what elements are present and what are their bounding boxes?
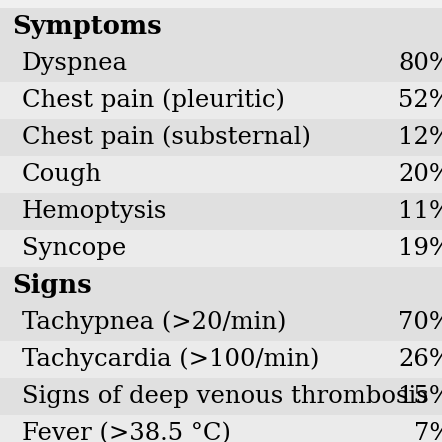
Text: 20%: 20%: [398, 163, 442, 186]
Text: 26%: 26%: [398, 348, 442, 371]
Text: 12%: 12%: [398, 126, 442, 149]
Bar: [0, 378, 442, 415]
Text: Tachycardia (>100/min): Tachycardia (>100/min): [22, 348, 320, 371]
Text: 52%: 52%: [398, 89, 442, 112]
Text: Tachypnea (>20/min): Tachypnea (>20/min): [22, 311, 286, 334]
Text: Symptoms: Symptoms: [12, 14, 162, 39]
Text: Signs of deep venous thrombosis: Signs of deep venous thrombosis: [22, 385, 429, 408]
Text: 80%: 80%: [398, 52, 442, 75]
Text: 11%: 11%: [398, 200, 442, 223]
Text: 15%: 15%: [398, 385, 442, 408]
Bar: [0, 8, 442, 45]
Bar: [0, 230, 442, 267]
Bar: [0, 267, 442, 304]
Bar: [0, 304, 442, 341]
Bar: [0, 119, 442, 156]
Text: Fever (>38.5 °C): Fever (>38.5 °C): [22, 422, 231, 442]
Bar: [0, 341, 442, 378]
Bar: [0, 156, 442, 193]
Text: Chest pain (substernal): Chest pain (substernal): [22, 126, 311, 149]
Bar: [0, 82, 442, 119]
Text: Hemoptysis: Hemoptysis: [22, 200, 168, 223]
Text: Dyspnea: Dyspnea: [22, 52, 128, 75]
Bar: [0, 415, 442, 442]
Text: Signs: Signs: [12, 273, 91, 298]
Text: 70%: 70%: [398, 311, 442, 334]
Text: 7%: 7%: [414, 422, 442, 442]
Text: Chest pain (pleuritic): Chest pain (pleuritic): [22, 89, 285, 112]
Bar: [0, 193, 442, 230]
Text: Syncope: Syncope: [22, 237, 126, 260]
Text: Cough: Cough: [22, 163, 102, 186]
Bar: [0, 45, 442, 82]
Text: 19%: 19%: [398, 237, 442, 260]
